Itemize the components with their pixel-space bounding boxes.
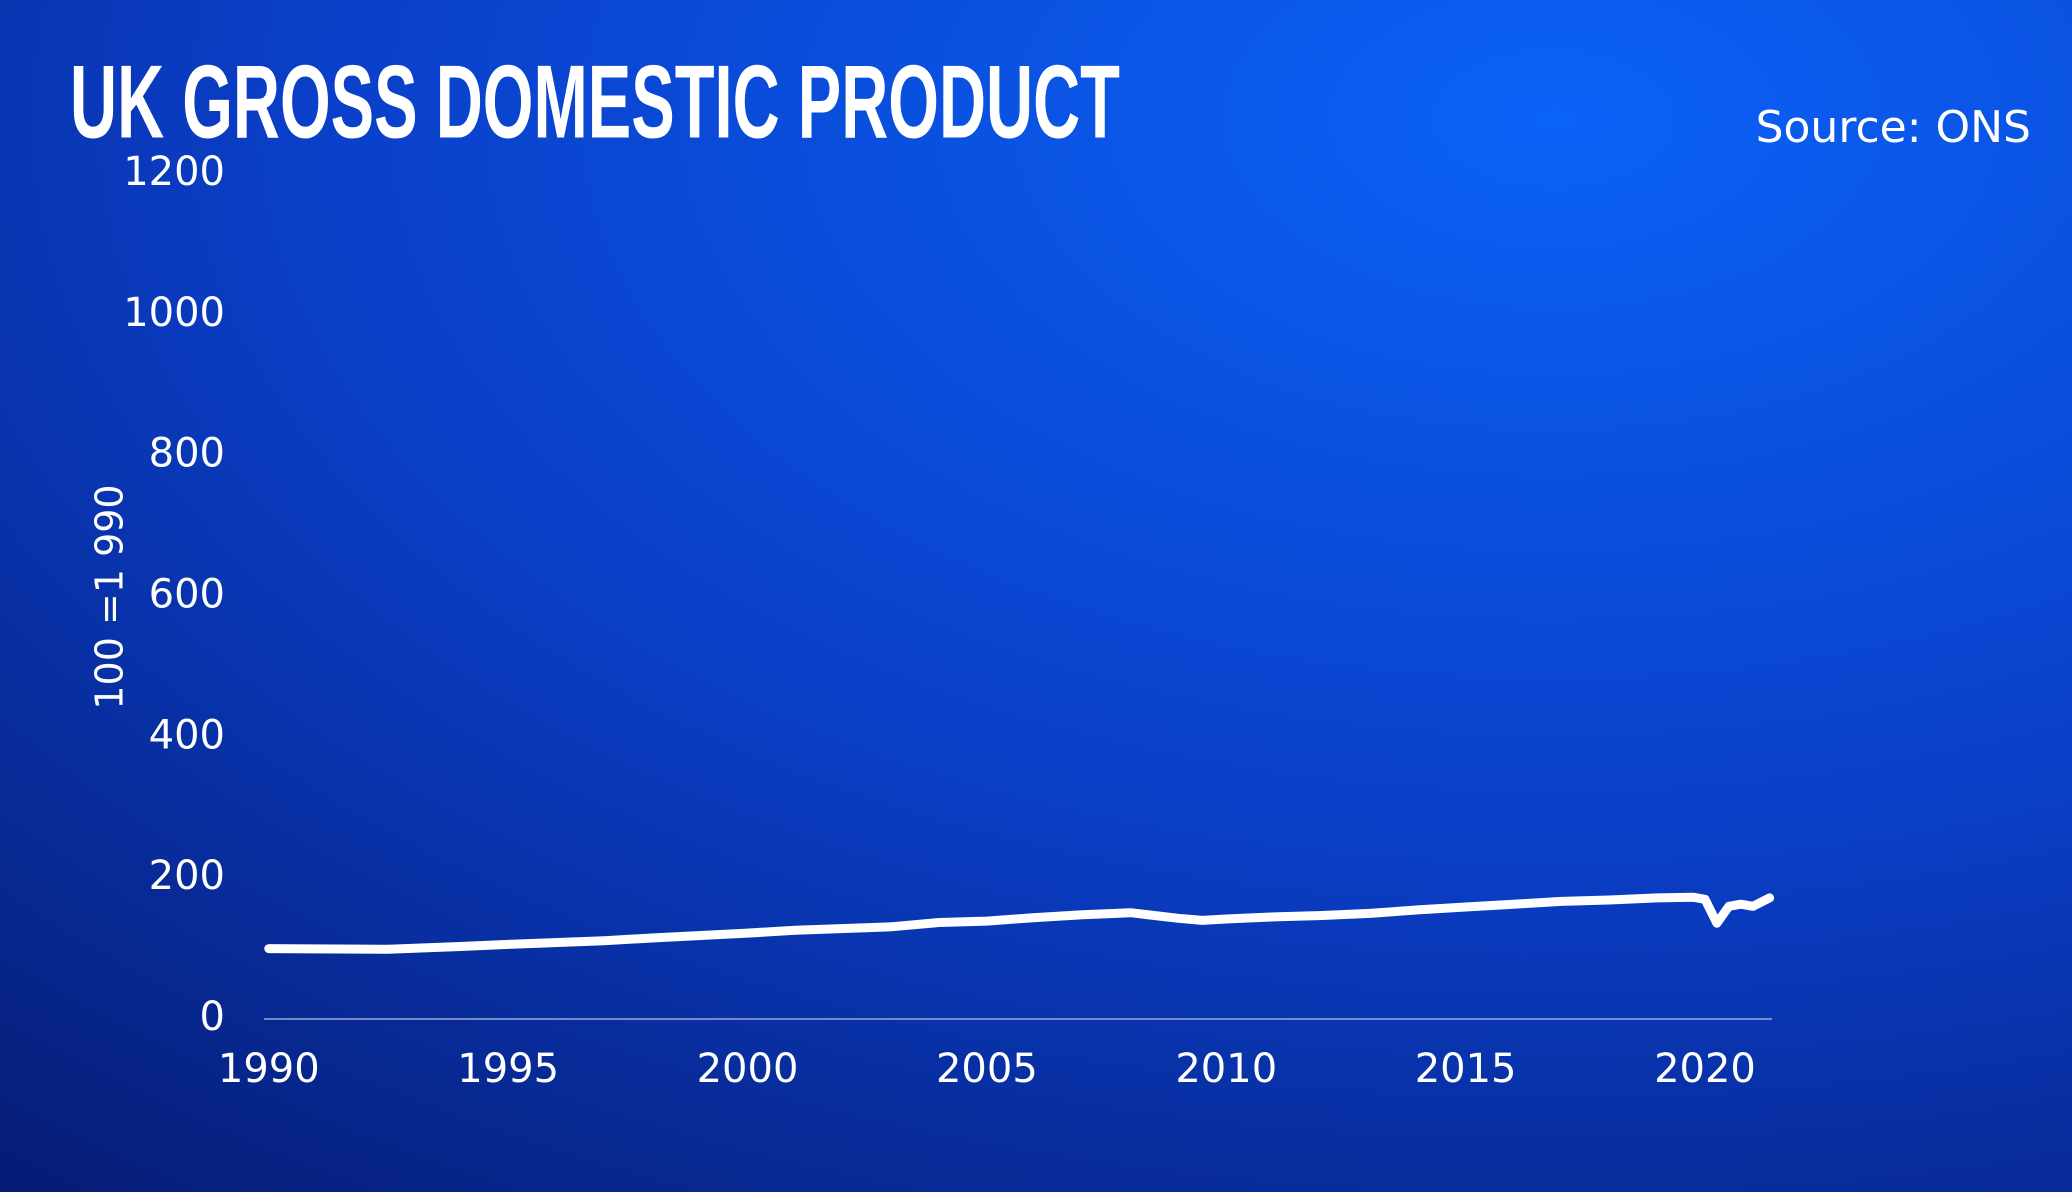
x-tick-label: 2005	[936, 1046, 1038, 1092]
y-tick-label: 600	[149, 572, 225, 618]
x-tick-label: 2015	[1415, 1046, 1517, 1092]
chart-title: UK GROSS DOMESTIC PRODUCT	[70, 44, 1120, 160]
x-tick-label: 2010	[1175, 1046, 1277, 1092]
y-tick-label: 1200	[123, 149, 225, 195]
x-tick-label: 2020	[1654, 1046, 1756, 1092]
y-tick-label: 1000	[123, 290, 225, 336]
y-tick-label: 0	[200, 994, 225, 1040]
line	[264, 892, 1775, 954]
y-tick-label: 200	[149, 853, 225, 899]
x-tick-label: 1990	[218, 1046, 320, 1092]
x-tick-label: 2000	[697, 1046, 799, 1092]
x-tick-label: 1995	[457, 1046, 559, 1092]
y-tick-label: 800	[149, 431, 225, 477]
y-axis-label: 100 =1 990	[88, 484, 132, 709]
y-tick-label: 400	[149, 712, 225, 758]
source: Source: ONS	[1756, 102, 2031, 153]
